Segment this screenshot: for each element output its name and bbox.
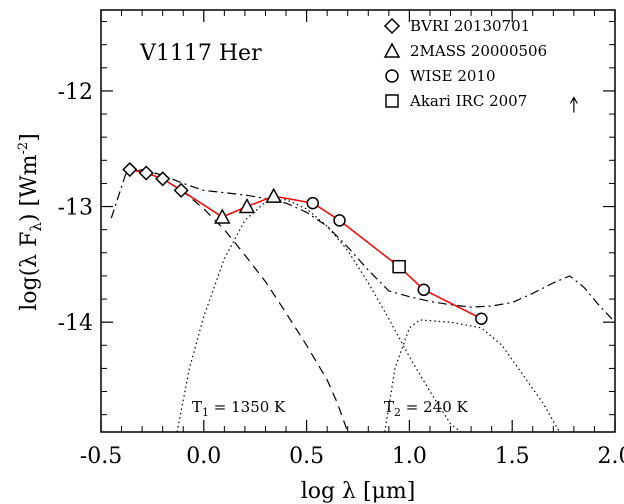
annotation-t2-letter: T <box>384 398 394 416</box>
annotation-t2-rest: = 240 K <box>401 398 469 416</box>
y-axis-title-main: log(λ F <box>17 232 42 311</box>
marker-square-0 <box>392 259 406 274</box>
marker-circle-3 <box>475 312 488 325</box>
legend-label-wise: WISE 2010 <box>410 67 496 85</box>
legend-diamond-marker <box>383 17 401 35</box>
y-axis-title: log(λ Fλ) [Wm-2] <box>16 133 45 311</box>
x-tick-label: 2.0 <box>598 444 624 469</box>
annotation-t1-letter: T <box>192 398 202 416</box>
legend-label-2mass: 2MASS 20000506 <box>410 42 547 60</box>
y-tick-label: -12 <box>58 80 93 105</box>
axis-ticks: -0.5 0.0 0.5 1.0 1.5 2.0 -14 -13 -12 <box>58 10 624 469</box>
annotation-t1-rest: = 1350 K <box>209 398 286 416</box>
legend-triangle-marker <box>383 42 401 58</box>
y-tick-label: -13 <box>58 196 93 221</box>
annotation-t2: T2 = 240 K <box>384 398 469 419</box>
model-curves <box>110 96 615 432</box>
plot-frame <box>100 9 616 433</box>
marker-triangle-0 <box>214 208 231 224</box>
marker-diamond-0 <box>122 161 138 178</box>
marker-circle-1 <box>333 214 346 227</box>
annotation-t1-sub: 1 <box>202 406 209 419</box>
marker-diamond-2 <box>155 171 171 187</box>
legend-label-bvri: BVRI 20130701 <box>410 17 530 35</box>
x-axis-title: log λ [μm] <box>301 479 416 504</box>
x-tick-label: 0.5 <box>289 444 324 469</box>
marker-triangle-1 <box>238 197 256 214</box>
x-tick-label: 1.5 <box>495 444 530 469</box>
dotted-curve-t1 <box>176 198 462 432</box>
marker-triangle-2 <box>265 187 282 203</box>
upper-limit-arrow-head <box>569 96 578 104</box>
marker-diamond-3 <box>173 182 189 198</box>
marker-circle-0 <box>306 196 320 210</box>
data-markers <box>122 161 488 325</box>
legend-label-akari: Akari IRC 2007 <box>409 92 527 110</box>
x-tick-label: -0.5 <box>80 444 122 469</box>
dashdot-curve-total <box>110 168 615 323</box>
legend-circle-marker <box>385 69 399 83</box>
x-tick-label: 0.0 <box>186 444 221 469</box>
y-axis-title-exp: -2 <box>16 142 31 155</box>
annotation-t1: T1 = 1350 K <box>192 398 286 419</box>
chart-title: V1117 Her <box>139 41 262 66</box>
x-tick-label: 1.0 <box>392 444 427 469</box>
y-tick-label: -14 <box>58 311 93 336</box>
marker-circle-2 <box>417 283 431 297</box>
y-axis-title-close: ] <box>17 133 42 142</box>
legend: BVRI 20130701 2MASS 20000506 WISE 2010 A… <box>383 17 547 110</box>
legend-square-marker <box>385 94 399 108</box>
dotted-curve-t2 <box>384 319 561 432</box>
annotation-t2-sub: 2 <box>394 406 401 419</box>
y-axis-title-unit: ) [Wm <box>17 154 42 222</box>
marker-diamond-1 <box>138 165 154 181</box>
y-axis-title-sub: λ <box>27 222 45 232</box>
